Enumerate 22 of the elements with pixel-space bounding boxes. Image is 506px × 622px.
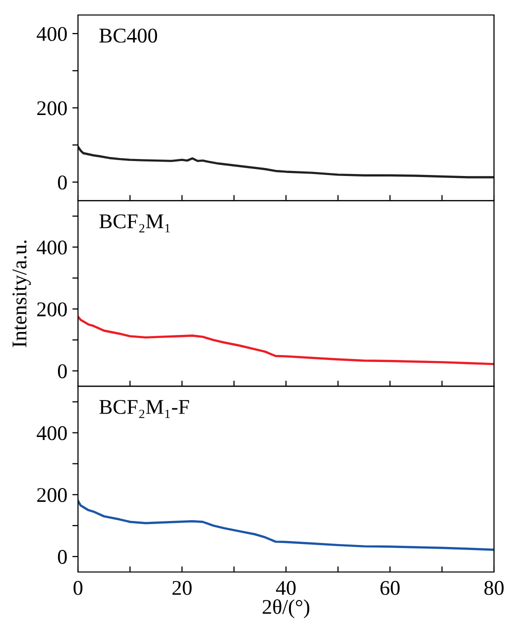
y-tick-label: 400	[36, 26, 67, 41]
y-tick-label: 0	[58, 550, 67, 564]
y-tick-label: 200	[37, 101, 67, 116]
x-tick-label: 60	[380, 580, 400, 595]
y-tick-label: 0	[58, 175, 67, 190]
y-tick-label: 200	[37, 302, 67, 316]
x-axis-title: 2θ/(°)	[262, 599, 310, 618]
annotation: BCF₂M₁	[99, 214, 170, 232]
line-series	[78, 500, 494, 551]
line-series	[78, 316, 494, 366]
line-series	[78, 146, 494, 178]
y-axis-title: Intensity/a.u.	[12, 240, 31, 348]
x-tick-label: 40	[276, 580, 296, 595]
y-tick-label: 0	[58, 364, 67, 378]
annotation: BC400	[99, 28, 158, 43]
x-tick-label: 80	[484, 580, 504, 595]
y-tick-label: 400	[36, 240, 67, 255]
x-tick-label: 0	[74, 580, 82, 595]
y-tick-label: 200	[37, 488, 67, 502]
y-tick-label: 400	[36, 426, 67, 440]
x-tick-label: 20	[172, 580, 192, 595]
annotation: BCF₂M₁-F	[99, 400, 189, 418]
